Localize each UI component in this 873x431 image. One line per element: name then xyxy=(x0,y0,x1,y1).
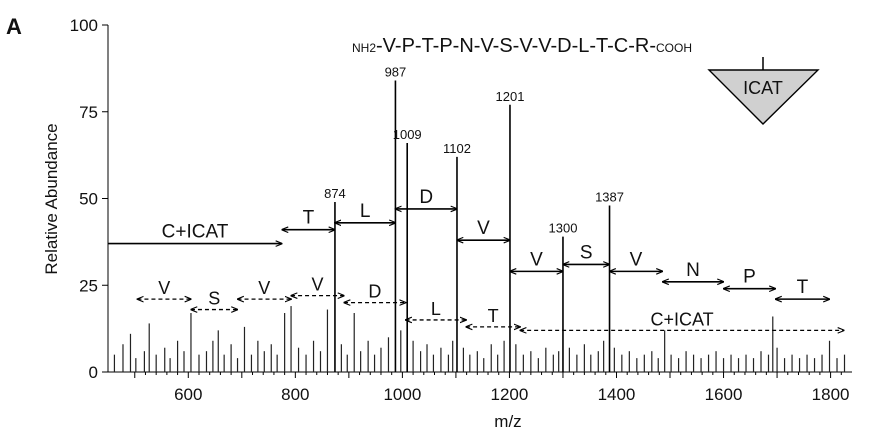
b-ion-label: V xyxy=(258,278,270,298)
fragment-ladders: C+ICAT T L D V V S V N P T V S V V D L T C+ICAT xyxy=(108,187,844,330)
y-axis-label: Relative Abundance xyxy=(42,123,61,274)
b-ion-label: V xyxy=(158,278,170,298)
y-ion-label: T xyxy=(797,277,809,298)
y-ion-label: V xyxy=(530,249,543,270)
y-tick-label: 100 xyxy=(70,16,98,35)
peak-label: 1387 xyxy=(595,189,624,204)
x-tick-label: 1400 xyxy=(598,385,636,404)
peak-labels: 874 987 1009 1102 1201 1300 1387 xyxy=(324,65,624,236)
x-tick-label: 600 xyxy=(174,385,202,404)
x-tick-label: 1600 xyxy=(705,385,743,404)
x-tick-label: 1200 xyxy=(491,385,529,404)
y-ion-label: C+ICAT xyxy=(162,222,229,243)
x-tick-label: 800 xyxy=(281,385,309,404)
x-tick-label: 1800 xyxy=(812,385,850,404)
y-ion-label: N xyxy=(686,260,700,281)
ticks: 0 25 50 75 100 600 800 1000 1200 1400 1600 1800 xyxy=(70,16,850,404)
y-ion-label: P xyxy=(743,267,756,288)
y-tick-label: 50 xyxy=(79,190,98,209)
b-ion-label: D xyxy=(368,282,381,302)
peak-label: 1102 xyxy=(443,141,471,156)
peak-label: 874 xyxy=(324,186,346,201)
b-ion-label: S xyxy=(208,289,220,309)
y-tick-label: 75 xyxy=(79,103,98,122)
y-ion-label: V xyxy=(630,249,643,270)
y-ion-label: V xyxy=(477,218,490,239)
peak-label: 987 xyxy=(385,65,407,80)
panel-label: A xyxy=(6,14,22,39)
b-ion-label: L xyxy=(431,299,441,319)
peptide-sequence: NH2-V-P-T-P-N-V-S-V-V-D-L-T-C-R-COOH ICAT xyxy=(352,35,820,125)
spectrum-peaks xyxy=(113,80,846,372)
y-ion-label: L xyxy=(360,201,371,222)
icat-tag-triangle xyxy=(707,69,820,125)
b-ion-label: T xyxy=(488,306,499,326)
y-ion-label: S xyxy=(580,242,593,263)
y-tick-label: 25 xyxy=(79,276,98,295)
x-axis-label: m/z xyxy=(494,412,521,431)
sequence-text: NH2-V-P-T-P-N-V-S-V-V-D-L-T-C-R-COOH xyxy=(352,35,692,57)
peak-label: 1300 xyxy=(549,221,578,236)
y-ion-label: T xyxy=(303,208,315,229)
b-ion-label: V xyxy=(312,275,324,295)
peak-label: 1201 xyxy=(496,89,525,104)
b-ion-label: C+ICAT xyxy=(650,309,713,329)
y-tick-label: 0 xyxy=(89,363,98,382)
peak-label: 1009 xyxy=(393,127,422,142)
icat-tag-label: ICAT xyxy=(743,78,783,98)
y-ion-label: D xyxy=(419,187,433,208)
x-tick-label: 1000 xyxy=(383,385,421,404)
